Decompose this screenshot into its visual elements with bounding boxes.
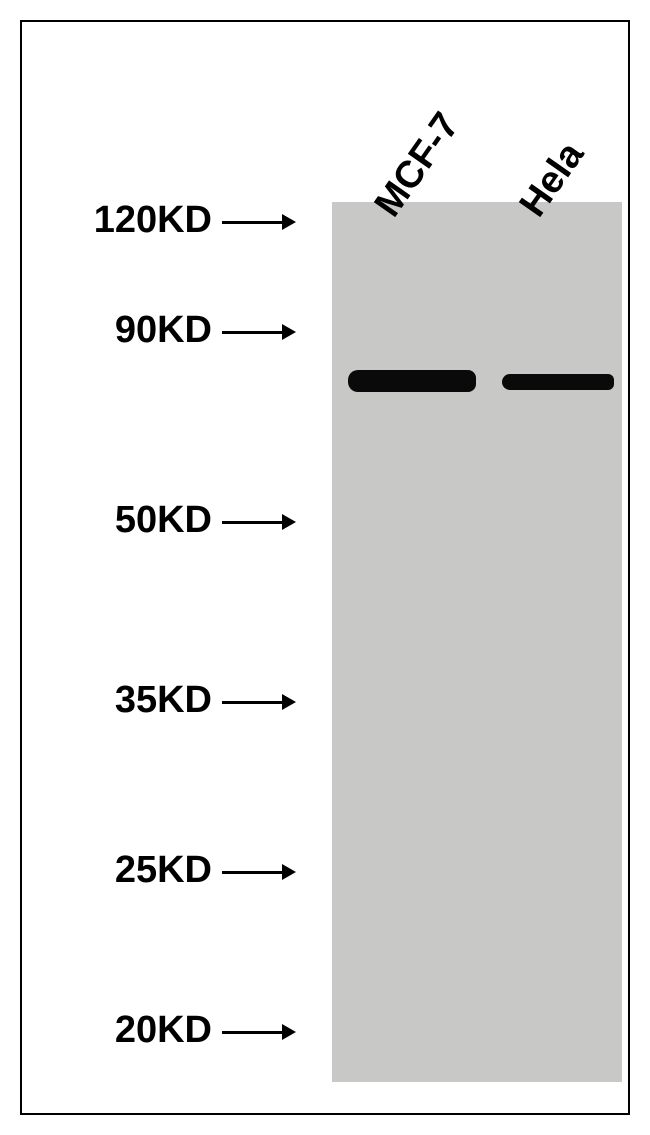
- marker-arrow: [222, 864, 296, 880]
- marker-label: 35KD: [62, 679, 212, 722]
- figure-frame: MCF-7 Hela 120KD90KD50KD35KD25KD20KD: [20, 20, 630, 1115]
- marker-label: 25KD: [62, 849, 212, 892]
- marker-label: 20KD: [62, 1009, 212, 1052]
- marker-arrow: [222, 514, 296, 530]
- marker-arrow: [222, 694, 296, 710]
- marker-label: 90KD: [62, 309, 212, 352]
- protein-band: [502, 374, 614, 390]
- marker-arrow: [222, 214, 296, 230]
- protein-band: [348, 370, 476, 392]
- marker-label: 50KD: [62, 499, 212, 542]
- marker-arrow: [222, 1024, 296, 1040]
- marker-label: 120KD: [62, 199, 212, 242]
- marker-arrow: [222, 324, 296, 340]
- blot-membrane: [332, 202, 622, 1082]
